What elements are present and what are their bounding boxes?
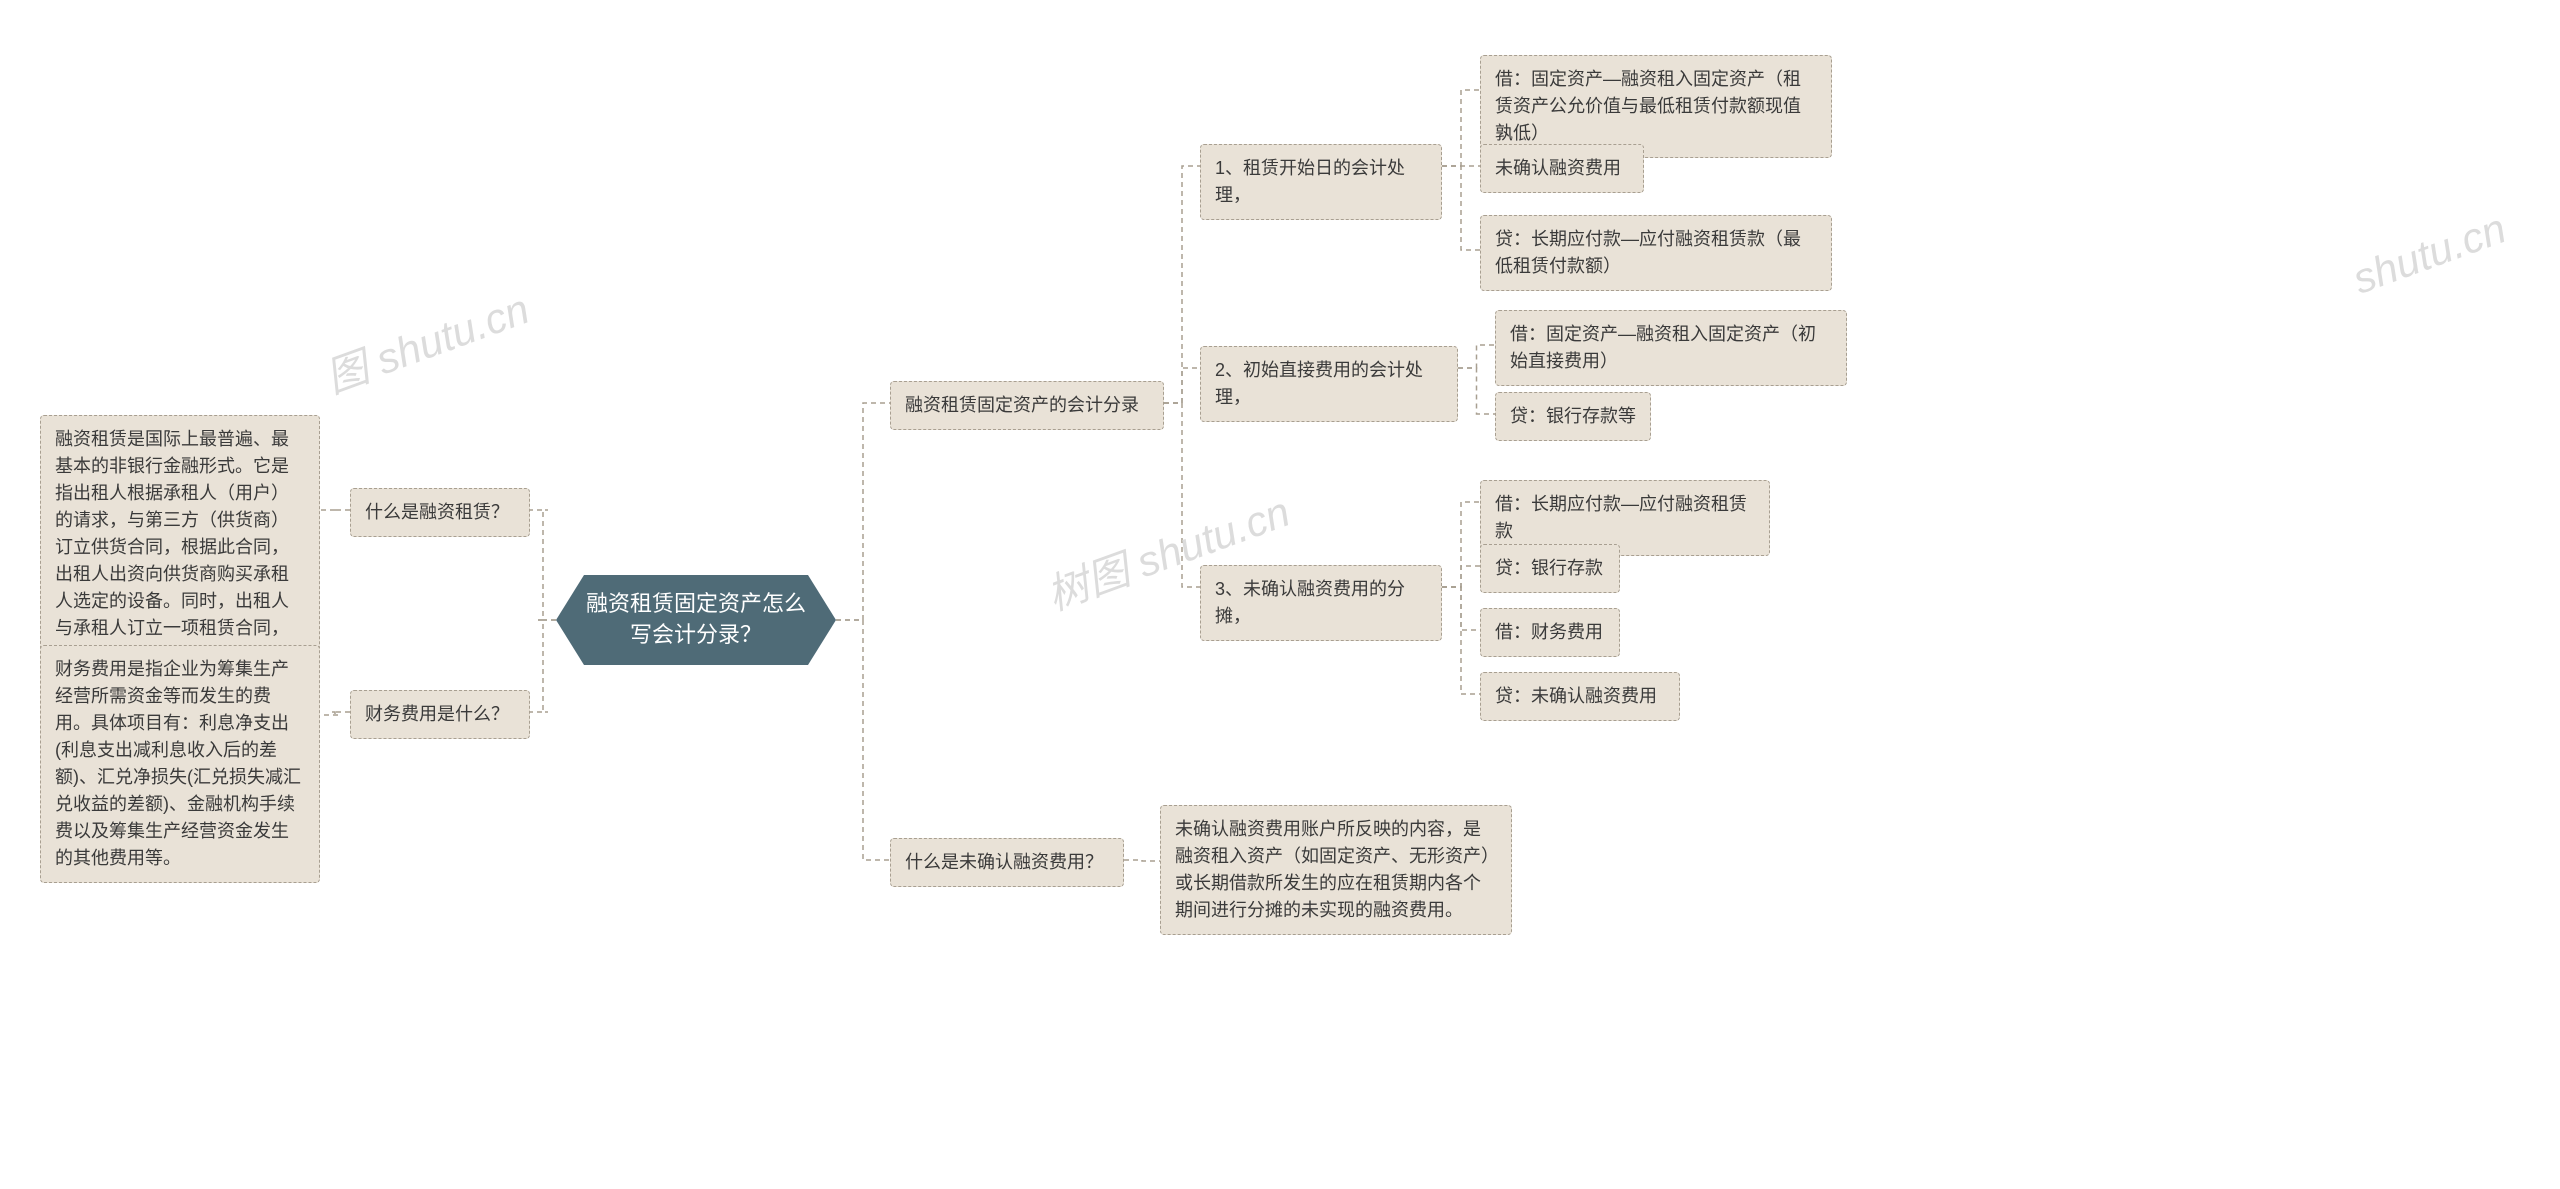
connector <box>1442 587 1480 694</box>
mindmap-node-label: 贷：银行存款等 <box>1510 403 1636 430</box>
mindmap-node: 贷：银行存款 <box>1480 544 1620 593</box>
mindmap-root-label: 融资租赁固定资产怎么写会计分录？ <box>556 589 836 651</box>
mindmap-node: 融资租赁固定资产的会计分录 <box>890 381 1164 430</box>
connector <box>1442 502 1480 587</box>
mindmap-node-label: 财务费用是什么？ <box>365 701 509 728</box>
connector <box>1164 166 1200 403</box>
mindmap-node-label: 融资租赁固定资产的会计分录 <box>905 392 1139 419</box>
connector <box>836 620 890 860</box>
connector <box>1458 345 1495 368</box>
mindmap-node: 贷：银行存款等 <box>1495 392 1651 441</box>
mindmap-node-label: 借：固定资产—融资租入固定资产（租赁资产公允价值与最低租赁付款额现值孰低） <box>1495 66 1817 147</box>
mindmap-node: 3、未确认融资费用的分摊， <box>1200 565 1442 641</box>
mindmap-node: 贷：未确认融资费用 <box>1480 672 1680 721</box>
mindmap-node: 什么是融资租赁？ <box>350 488 530 537</box>
mindmap-node-label: 未确认融资费用 <box>1495 155 1621 182</box>
connector <box>1458 368 1495 414</box>
mindmap-node-label: 未确认融资费用账户所反映的内容，是融资租入资产（如固定资产、无形资产）或长期借款… <box>1175 816 1497 924</box>
watermark: 图 shutu.cn <box>316 276 537 406</box>
connector <box>1442 166 1480 250</box>
mindmap-node: 未确认融资费用 <box>1480 144 1644 193</box>
mindmap-node-label: 贷：未确认融资费用 <box>1495 683 1657 710</box>
mindmap-node-label: 什么是未确认融资费用？ <box>905 849 1103 876</box>
connector <box>1442 587 1480 630</box>
connector <box>530 620 556 712</box>
mindmap-node-label: 借：财务费用 <box>1495 619 1603 646</box>
mindmap-node-label: 财务费用是指企业为筹集生产经营所需资金等而发生的费用。具体项目有：利息净支出(利… <box>55 656 305 872</box>
connector <box>1124 860 1160 861</box>
connector <box>1442 90 1480 166</box>
watermark: shutu.cn <box>2347 204 2513 303</box>
connector <box>1164 403 1200 587</box>
mindmap-node: 借：财务费用 <box>1480 608 1620 657</box>
mindmap-root: 融资租赁固定资产怎么写会计分录？ <box>556 575 836 665</box>
mindmap-node: 财务费用是指企业为筹集生产经营所需资金等而发生的费用。具体项目有：利息净支出(利… <box>40 645 320 883</box>
mindmap-node-label: 借：长期应付款—应付融资租赁款 <box>1495 491 1755 545</box>
mindmap-node: 什么是未确认融资费用？ <box>890 838 1124 887</box>
connector <box>836 403 890 620</box>
mindmap-node-label: 贷：银行存款 <box>1495 555 1603 582</box>
mindmap-node: 借：固定资产—融资租入固定资产（初始直接费用） <box>1495 310 1847 386</box>
mindmap-node-label: 3、未确认融资费用的分摊， <box>1215 576 1427 630</box>
mindmap-node-label: 2、初始直接费用的会计处理， <box>1215 357 1443 411</box>
connector <box>320 712 350 715</box>
mindmap-node: 财务费用是什么？ <box>350 690 530 739</box>
connector <box>530 510 556 620</box>
mindmap-node-label: 借：固定资产—融资租入固定资产（初始直接费用） <box>1510 321 1832 375</box>
connector <box>1442 566 1480 587</box>
mindmap-node: 1、租赁开始日的会计处理， <box>1200 144 1442 220</box>
mindmap-node-label: 什么是融资租赁？ <box>365 499 509 526</box>
mindmap-node: 未确认融资费用账户所反映的内容，是融资租入资产（如固定资产、无形资产）或长期借款… <box>1160 805 1512 935</box>
mindmap-node-label: 1、租赁开始日的会计处理， <box>1215 155 1427 209</box>
mindmap-node: 2、初始直接费用的会计处理， <box>1200 346 1458 422</box>
connector <box>1164 368 1200 403</box>
mindmap-node: 贷：长期应付款—应付融资租赁款（最低租赁付款额） <box>1480 215 1832 291</box>
mindmap-node-label: 贷：长期应付款—应付融资租赁款（最低租赁付款额） <box>1495 226 1817 280</box>
mindmap-node: 借：固定资产—融资租入固定资产（租赁资产公允价值与最低租赁付款额现值孰低） <box>1480 55 1832 158</box>
